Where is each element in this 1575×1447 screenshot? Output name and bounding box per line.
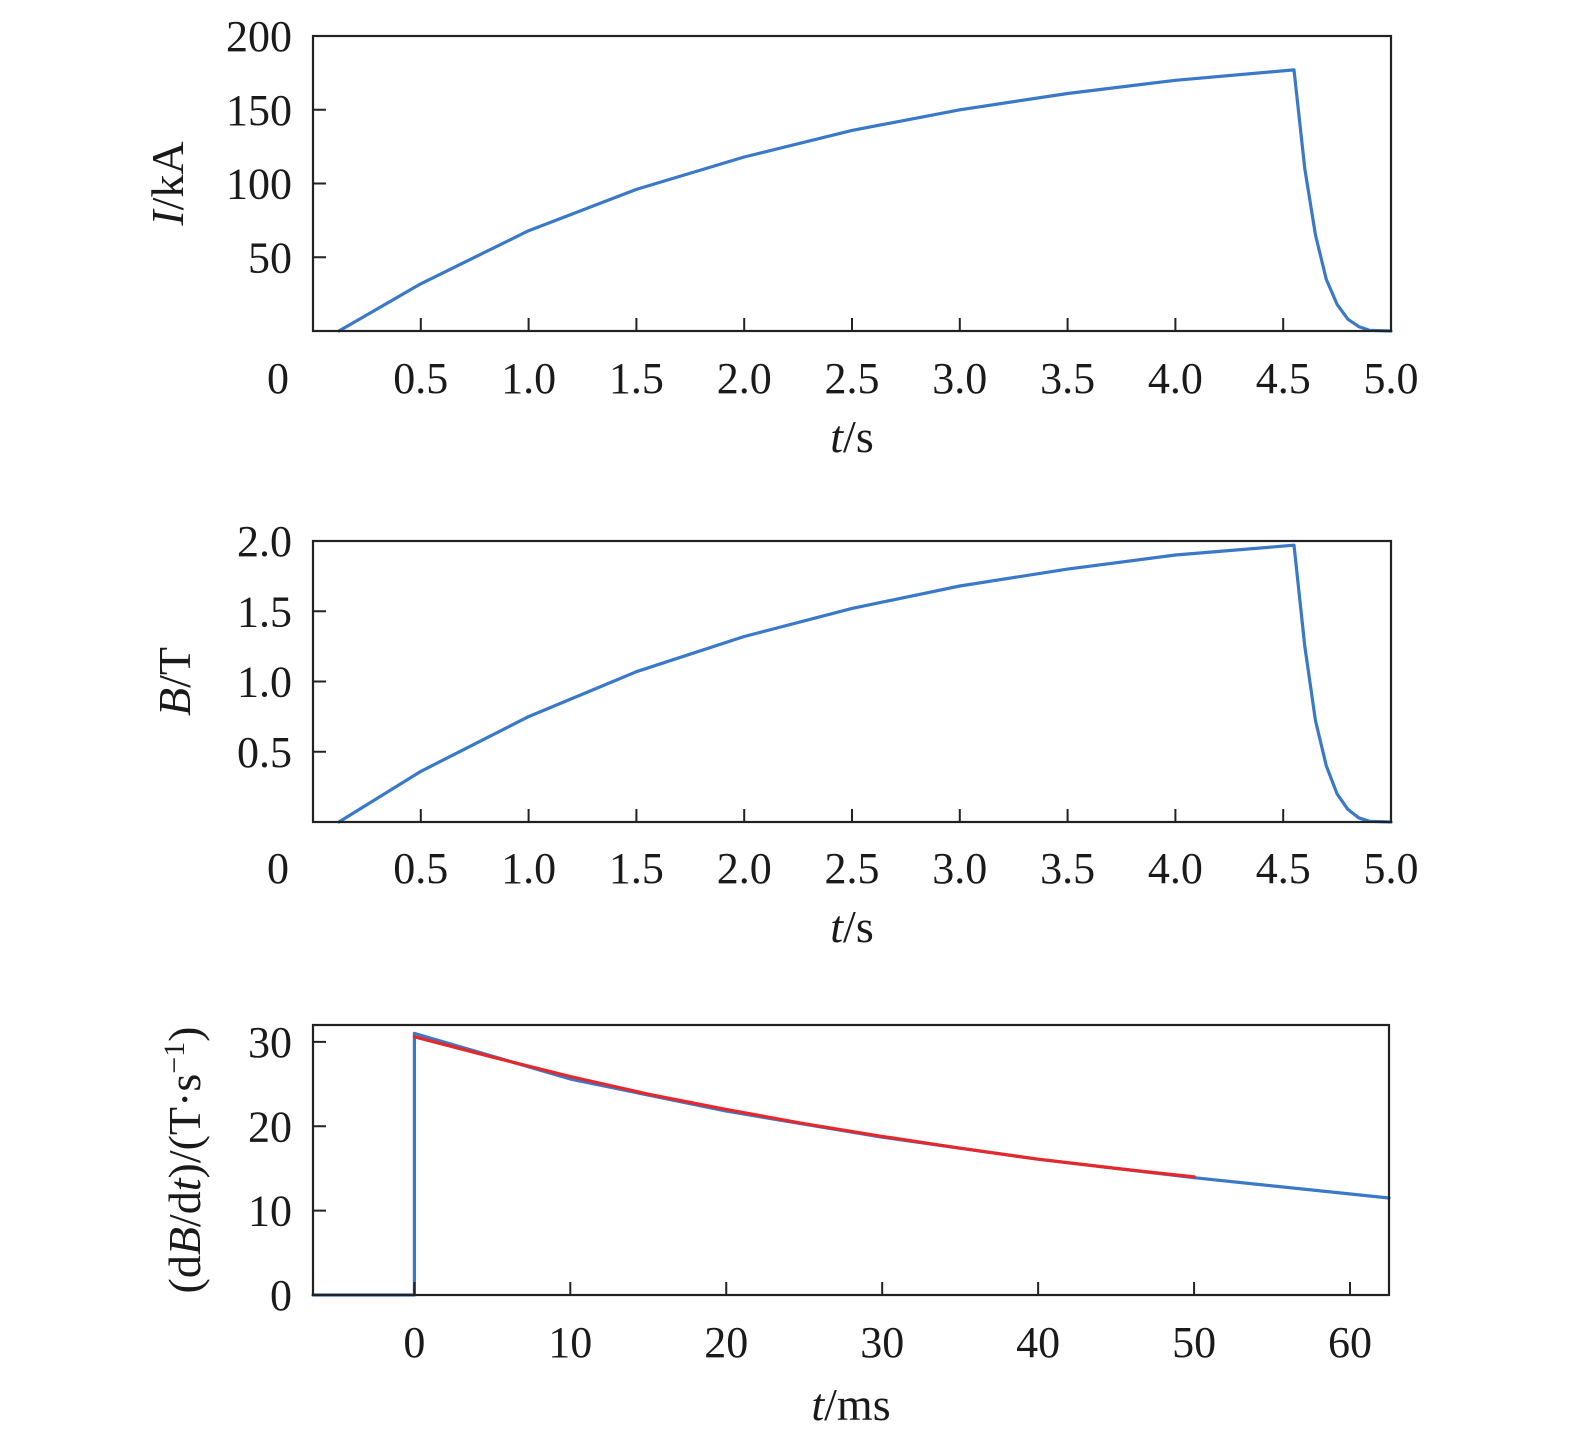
field-series-lines [337, 543, 1393, 824]
current-x-tick-label: 1.0 [501, 354, 556, 403]
current-y-tick-label: 150 [226, 86, 292, 135]
field-x-tick-label: 1.5 [609, 844, 664, 893]
current-chart-panel: 0 0.5 1.0 1.5 2.0 2.5 3.0 3.5 4.0 4.5 5.0 50 100 150 2… [142, 12, 1419, 462]
field-y-axis-label: B/T [149, 647, 200, 716]
rate-x-tick-label: 50 [1172, 1318, 1216, 1367]
current-x-tick-label: 0 [267, 354, 289, 403]
rate-x-axis-label: t/ms [811, 1379, 890, 1430]
field-series-0-line [337, 543, 1393, 824]
current-x-tick-label: 1.5 [609, 354, 664, 403]
rate-chart-panel: 0 10 20 30 40 50 60 0 10 20 30 t/ms (dB/dt)/(T·s−1… [158, 1018, 1391, 1430]
field-x-tick-label: 2.5 [825, 844, 880, 893]
rate-x-tick-label: 30 [860, 1318, 904, 1367]
field-ticks: 0 0.5 1.0 1.5 2.0 2.5 3.0 3.5 4.0 4.5 5.0 0.5 1.0 1.5… [237, 517, 1419, 893]
current-x-axis-label: t/s [830, 411, 873, 462]
current-y-tick-label: 100 [226, 160, 292, 209]
field-chart-panel: 0 0.5 1.0 1.5 2.0 2.5 3.0 3.5 4.0 4.5 5.0 0.5 1.0 1.5… [149, 517, 1419, 952]
rate-y-axis-label: (dB/dt)/(T·s−1) [158, 1027, 210, 1294]
rate-x-tick-label: 20 [704, 1318, 748, 1367]
current-y-tick-label: 200 [226, 12, 292, 61]
field-x-tick-label: 3.0 [932, 844, 987, 893]
current-series-lines [337, 68, 1393, 333]
rate-x-tick-label: 10 [548, 1318, 592, 1367]
rate-y-tick-label: 30 [248, 1018, 292, 1067]
field-x-tick-label: 2.0 [717, 844, 772, 893]
current-x-tick-label: 2.5 [825, 354, 880, 403]
rate-y-tick-label: 20 [248, 1102, 292, 1151]
rate-series-1-line [412, 1035, 1196, 1179]
field-x-tick-label: 0 [267, 844, 289, 893]
field-x-tick-label: 3.5 [1040, 844, 1095, 893]
current-x-tick-label: 4.5 [1256, 354, 1311, 403]
field-x-tick-label: 1.0 [501, 844, 556, 893]
field-x-tick-label: 0.5 [393, 844, 448, 893]
rate-x-tick-label: 0 [403, 1318, 425, 1367]
current-y-axis-label: I/kA [142, 141, 193, 226]
current-x-tick-label: 0.5 [393, 354, 448, 403]
current-ticks: 0 0.5 1.0 1.5 2.0 2.5 3.0 3.5 4.0 4.5 5.0 50 100 150 2… [226, 12, 1419, 403]
current-x-tick-label: 5.0 [1364, 354, 1419, 403]
rate-x-tick-label: 40 [1016, 1318, 1060, 1367]
current-x-tick-label: 4.0 [1148, 354, 1203, 403]
rate-y-tick-label: 10 [248, 1187, 292, 1236]
field-y-tick-label: 2.0 [237, 517, 292, 566]
current-series-0-line [337, 68, 1393, 333]
current-x-tick-label: 2.0 [717, 354, 772, 403]
field-y-tick-label: 1.0 [237, 658, 292, 707]
current-y-tick-label: 50 [248, 233, 292, 282]
field-x-tick-label: 4.0 [1148, 844, 1203, 893]
field-x-axis-label: t/s [830, 901, 873, 952]
rate-series-0-line [311, 1031, 1391, 1297]
field-y-tick-label: 1.5 [237, 587, 292, 636]
rate-y-tick-label: 0 [270, 1271, 292, 1320]
field-x-tick-label: 5.0 [1364, 844, 1419, 893]
current-x-tick-label: 3.5 [1040, 354, 1095, 403]
current-plot-frame [311, 34, 1393, 333]
rate-x-tick-label: 60 [1328, 1318, 1372, 1367]
rate-ticks: 0 10 20 30 40 50 60 0 10 20 30 [248, 1018, 1372, 1367]
rate-series-lines [311, 1031, 1391, 1297]
field-y-tick-label: 0.5 [237, 728, 292, 777]
field-x-tick-label: 4.5 [1256, 844, 1311, 893]
rate-plot-frame [311, 1023, 1391, 1297]
field-plot-frame [311, 539, 1393, 824]
current-x-tick-label: 3.0 [932, 354, 987, 403]
